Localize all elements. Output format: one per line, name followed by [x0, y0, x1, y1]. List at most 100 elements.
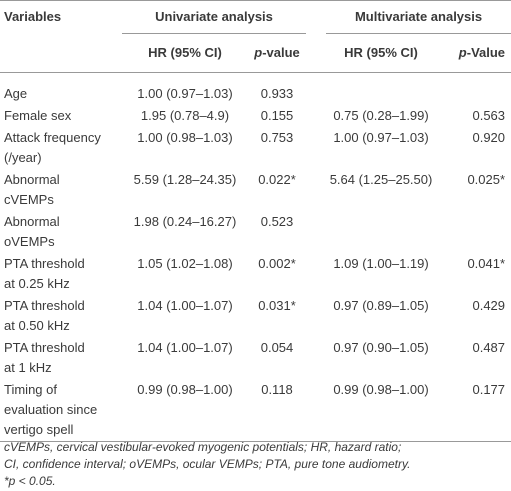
- multi-hr: 1.09 (1.00–1.19): [333, 256, 429, 271]
- footnote-line: *p < 0.05.: [4, 474, 56, 488]
- uni-hr: 1.04 (1.00–1.07): [137, 298, 233, 313]
- header-variables: Variables: [4, 9, 62, 24]
- subheader-cell: HR (95% CI): [306, 34, 457, 73]
- value-cell: 5.59 (1.28–24.35): [122, 169, 248, 211]
- multi-hr: 5.64 (1.25–25.50): [329, 172, 433, 187]
- uni-p: 0.155: [260, 108, 294, 123]
- value-cell: 1.98 (0.24–16.27): [122, 211, 248, 253]
- value-cell: 0.487: [456, 337, 511, 379]
- value-cell: 1.04 (1.00–1.07): [122, 295, 248, 337]
- subheader-italic: p: [254, 45, 263, 60]
- uni-p: 0.523: [260, 214, 294, 229]
- value-cell: 0.118: [248, 379, 307, 442]
- variable-line: evaluation since: [4, 402, 98, 417]
- value-cell: [306, 73, 456, 106]
- value-cell: 0.022*: [248, 169, 306, 211]
- multi-hr: 0.97 (0.89–1.05): [333, 298, 429, 313]
- value-cell: 0.031*: [248, 295, 306, 337]
- multi-hr: 0.97 (0.90–1.05): [333, 340, 429, 355]
- value-cell: 0.920: [456, 127, 511, 169]
- value-cell: 1.09 (1.00–1.19): [306, 253, 456, 295]
- value-cell: 0.99 (0.98–1.00): [122, 379, 248, 442]
- value-cell: 1.00 (0.97–1.03): [122, 73, 248, 106]
- footnote-line: cVEMPs, cervical vestibular-evoked myoge…: [4, 440, 402, 454]
- value-cell: 1.05 (1.02–1.08): [122, 253, 248, 295]
- uni-hr: 1.98 (0.24–16.27): [133, 214, 237, 229]
- value-cell: 0.75 (0.28–1.99): [306, 105, 456, 127]
- subheader-text: HR (95% CI): [344, 45, 418, 60]
- variable-line: Female sex: [4, 108, 72, 123]
- subheader-cell: p-value: [248, 34, 307, 73]
- multi-hr: 0.99 (0.98–1.00): [333, 382, 429, 397]
- multi-p: 0.487: [472, 340, 506, 355]
- variable-cell: Timing of evaluation since vertigo spell: [0, 379, 122, 442]
- header-univariate: Univariate analysis: [122, 1, 307, 34]
- value-cell: 0.523: [248, 211, 306, 253]
- table-row: Age 1.00 (0.97–1.03) 0.933: [0, 73, 511, 106]
- value-cell: [306, 211, 456, 253]
- table-row: PTA threshold at 0.50 kHz 1.04 (1.00–1.07)…: [0, 295, 511, 337]
- table-row: PTA threshold at 1 kHz 1.04 (1.00–1.07) 0.0…: [0, 337, 511, 379]
- uni-p: 0.753: [260, 130, 294, 145]
- uni-p: 0.022*: [258, 172, 296, 187]
- subheader-text: HR (95% CI): [148, 45, 222, 60]
- multi-p: 0.041*: [467, 256, 506, 271]
- value-cell: [456, 73, 511, 106]
- variable-line: PTA threshold: [4, 340, 85, 355]
- value-cell: 5.64 (1.25–25.50): [306, 169, 456, 211]
- multi-p: 0.563: [472, 108, 506, 123]
- subheader-text: -value: [262, 45, 300, 60]
- table-row: Female sex 1.95 (0.78–4.9) 0.155 0.75 (0.28…: [0, 105, 511, 127]
- variable-line: Abnormal: [4, 172, 60, 187]
- value-cell: 0.025*: [456, 169, 511, 211]
- table-row: PTA threshold at 0.25 kHz 1.05 (1.02–1.08)…: [0, 253, 511, 295]
- uni-p: 0.118: [261, 382, 293, 397]
- variable-cell: PTA threshold at 0.50 kHz: [0, 295, 122, 337]
- multi-p: 0.025*: [467, 172, 506, 187]
- footnote-line: CI, confidence interval; oVEMPs, ocular …: [4, 457, 411, 471]
- value-cell: 0.155: [248, 105, 306, 127]
- results-table: Variables Univariate analysis Multivaria…: [0, 0, 511, 442]
- value-cell: 1.95 (0.78–4.9): [122, 105, 248, 127]
- uni-hr: 1.00 (0.97–1.03): [137, 86, 233, 101]
- variable-line: at 0.50 kHz: [4, 318, 70, 333]
- value-cell: 0.753: [248, 127, 306, 169]
- variable-line: at 1 kHz: [4, 360, 52, 375]
- value-cell: 1.00 (0.97–1.03): [306, 127, 456, 169]
- uni-hr: 1.95 (0.78–4.9): [140, 108, 230, 123]
- variable-line: at 0.25 kHz: [4, 276, 70, 291]
- uni-p: 0.002*: [258, 256, 296, 271]
- variable-line: vertigo spell: [4, 422, 74, 437]
- uni-p: 0.031*: [258, 298, 296, 313]
- uni-hr: 1.04 (1.00–1.07): [137, 340, 233, 355]
- table-row: Attack frequency (/year) 1.00 (0.98–1.03) 0…: [0, 127, 511, 169]
- table-row: Timing of evaluation since vertigo spell 0.…: [0, 379, 511, 442]
- uni-hr: 1.05 (1.02–1.08): [137, 256, 233, 271]
- value-cell: [456, 211, 511, 253]
- value-cell: 0.429: [456, 295, 511, 337]
- value-cell: 1.04 (1.00–1.07): [122, 337, 248, 379]
- variable-line: Abnormal: [4, 214, 60, 229]
- variable-cell: Abnormal oVEMPs: [0, 211, 122, 253]
- variable-cell: PTA threshold at 0.25 kHz: [0, 253, 122, 295]
- table-row: Abnormal cVEMPs 5.59 (1.28–24.35) 0.022* 5.6…: [0, 169, 511, 211]
- multi-p: 0.429: [472, 298, 506, 313]
- variable-cell: PTA threshold at 1 kHz: [0, 337, 122, 379]
- multi-p: 0.177: [472, 382, 506, 397]
- value-cell: 0.97 (0.89–1.05): [306, 295, 456, 337]
- multi-hr: 1.00 (0.97–1.03): [333, 130, 429, 145]
- uni-hr: 0.99 (0.98–1.00): [137, 382, 233, 397]
- multi-hr: 0.75 (0.28–1.99): [333, 108, 429, 123]
- value-cell: 0.054: [248, 337, 306, 379]
- subheader-cell: HR (95% CI): [122, 34, 248, 73]
- value-cell: 0.99 (0.98–1.00): [306, 379, 457, 442]
- variable-line: PTA threshold: [4, 298, 85, 313]
- value-cell: 1.00 (0.98–1.03): [122, 127, 248, 169]
- value-cell: 0.177: [456, 379, 511, 442]
- uni-p: 0.054: [260, 340, 294, 355]
- subheader-italic: p: [458, 45, 467, 60]
- value-cell: 0.933: [248, 73, 306, 106]
- variable-line: Age: [4, 86, 28, 101]
- footnote: cVEMPs, cervical vestibular-evoked myoge…: [4, 439, 410, 490]
